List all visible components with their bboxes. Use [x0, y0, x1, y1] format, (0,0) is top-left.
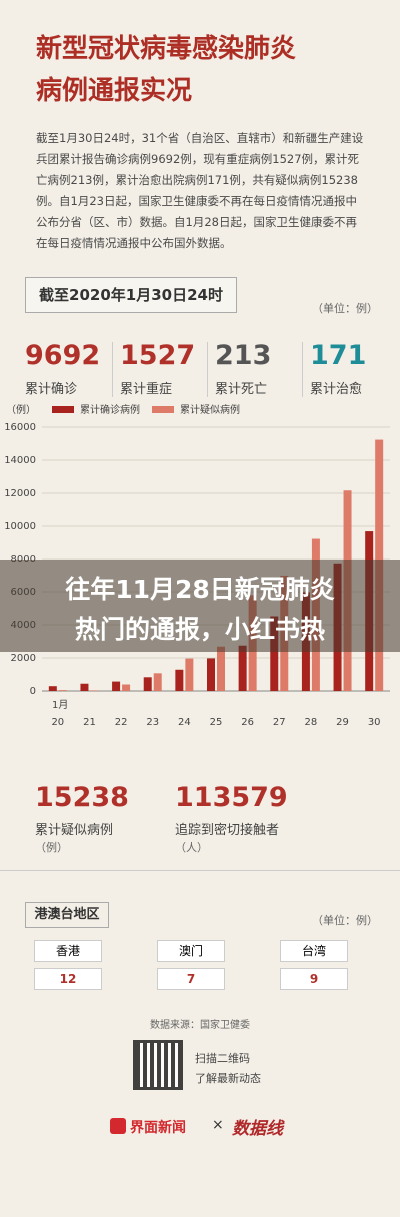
title-line: 病例通报实况: [36, 76, 193, 106]
bar: [80, 683, 89, 691]
bar: [90, 690, 99, 691]
bar: [270, 616, 279, 691]
bar: [143, 677, 152, 691]
brand: 界面新闻: [130, 1120, 186, 1136]
stat-divider: [112, 342, 113, 397]
stat-label: 累计重症: [120, 382, 173, 397]
stats-row: 9692 累计确诊 1527 累计重症 213 累计死亡 171 累计治愈: [25, 340, 385, 405]
x-tick-label: 20: [51, 717, 64, 728]
region-table: 香港 12 澳门 7 台湾 9: [0, 940, 400, 1000]
bar: [217, 646, 225, 691]
bar: [175, 669, 184, 691]
partner: 数据线: [232, 1119, 283, 1139]
stat-label: 累计死亡: [215, 382, 268, 397]
bar: [48, 686, 57, 691]
region-name: 澳门: [157, 940, 225, 962]
stat-divider: [207, 342, 208, 397]
legend-swatch: [52, 406, 74, 413]
stat-value: 171: [310, 340, 367, 371]
unit: （单位：例）: [312, 302, 378, 315]
overlay-text: 热门的通报，小红书热: [74, 615, 325, 644]
stat-value: 9692: [25, 340, 101, 371]
legend-label: 累计疑似病例: [180, 403, 240, 416]
bar: [122, 684, 131, 691]
x-tick-label: 27: [273, 717, 286, 728]
bar: [112, 681, 121, 691]
title-line: 新型冠状病毒感染肺炎: [36, 34, 297, 64]
y-tick-label: 10000: [4, 521, 36, 532]
stat-label: 累计治愈: [310, 382, 363, 397]
y-tick-label: 0: [30, 686, 36, 697]
intro-text: 截至1月30日24时，31个省（自治区、直辖市）和新疆生产建设兵团累计报告确诊病…: [36, 131, 364, 250]
region-name: 台湾: [280, 940, 348, 962]
bar: [153, 673, 162, 691]
overlay-text: 往年11月28日新冠肺炎: [65, 575, 335, 604]
month-label: 1月: [52, 699, 68, 711]
stat-label: 累计疑似病例: [35, 823, 114, 838]
stat-label: 追踪到密切接触者: [175, 823, 280, 838]
brand-icon: [110, 1118, 126, 1134]
qr-code: [133, 1040, 183, 1090]
x-tick-label: 24: [178, 717, 191, 728]
x-tick-label: 22: [115, 717, 128, 728]
bar: [207, 658, 215, 691]
y-tick-label: 8000: [11, 554, 36, 565]
x-tick-label: 29: [336, 717, 349, 728]
stat-divider: [302, 342, 303, 397]
bar: [58, 690, 67, 691]
y-tick-label: 2000: [11, 653, 36, 664]
y-tick-label: 12000: [4, 488, 36, 499]
y-tick-label: 16000: [4, 422, 36, 433]
qr-text: 了解最新动态: [195, 1072, 261, 1085]
x-tick-label: 25: [210, 717, 223, 728]
stat-label: 累计确诊: [25, 382, 78, 397]
date-box: 截至2020年1月30日24时: [25, 277, 237, 313]
divider: [0, 870, 400, 871]
stat-value: 15238: [35, 782, 129, 813]
bar: [238, 645, 247, 691]
source: 数据来源：国家卫健委: [150, 1020, 250, 1031]
x-tick-label: 26: [241, 717, 254, 728]
x-tick-label: 30: [368, 717, 381, 728]
stat-value: 213: [215, 340, 272, 371]
region-value: 12: [34, 968, 102, 990]
cross: ×: [212, 1117, 224, 1133]
region-name: 香港: [34, 940, 102, 962]
region-value: 7: [157, 968, 225, 990]
region-value: 9: [280, 968, 348, 990]
y-unit: （例）: [6, 403, 36, 416]
x-tick-label: 23: [146, 717, 159, 728]
stat-unit: （例）: [35, 841, 68, 854]
legend-label: 累计确诊病例: [80, 403, 140, 416]
stats2-row: 15238 累计疑似病例 （例） 113579 追踪到密切接触者 （人）: [35, 782, 375, 857]
stat-unit: （人）: [175, 841, 208, 854]
stat-value: 113579: [175, 782, 288, 813]
region-title: 港澳台地区: [25, 902, 109, 928]
region-unit: （单位：例）: [312, 914, 378, 927]
y-tick-label: 14000: [4, 455, 36, 466]
x-tick-label: 28: [305, 717, 318, 728]
qr-text: 扫描二维码: [195, 1052, 250, 1065]
legend-swatch: [152, 406, 174, 413]
stat-value: 1527: [120, 340, 196, 371]
x-tick-label: 21: [83, 717, 96, 728]
overlay-band: 往年11月28日新冠肺炎 热门的通报，小红书热: [0, 560, 400, 652]
bar: [185, 658, 194, 691]
